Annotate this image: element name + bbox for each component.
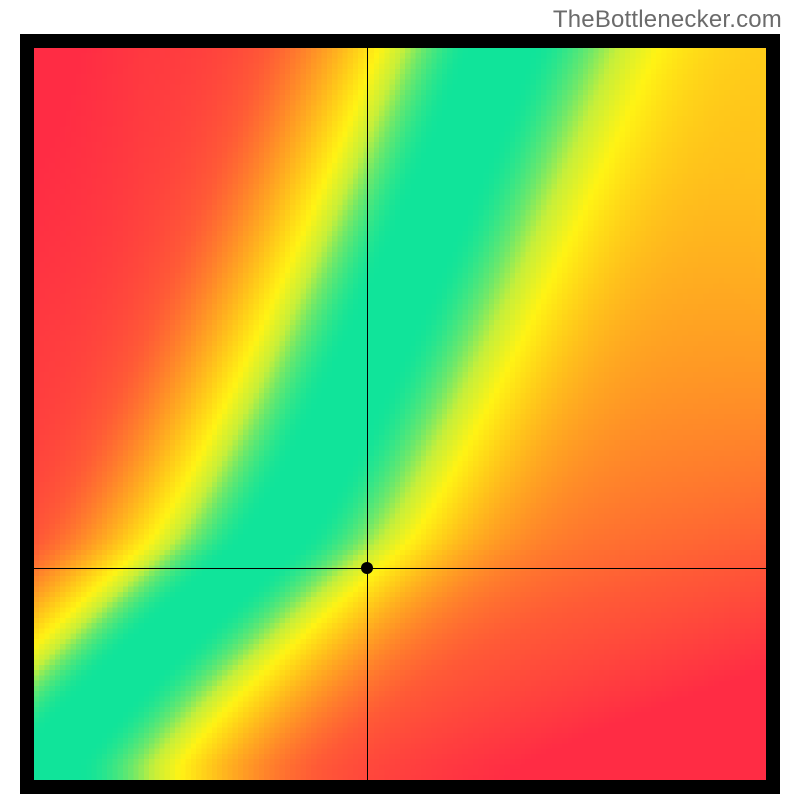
- plot-frame: [20, 34, 780, 794]
- plot-area: [34, 48, 766, 780]
- crosshair-horizontal: [34, 568, 766, 569]
- bottleneck-heatmap: [34, 48, 766, 780]
- watermark-text: TheBottlenecker.com: [553, 6, 782, 34]
- crosshair-marker: [361, 562, 373, 574]
- crosshair-vertical: [367, 48, 368, 780]
